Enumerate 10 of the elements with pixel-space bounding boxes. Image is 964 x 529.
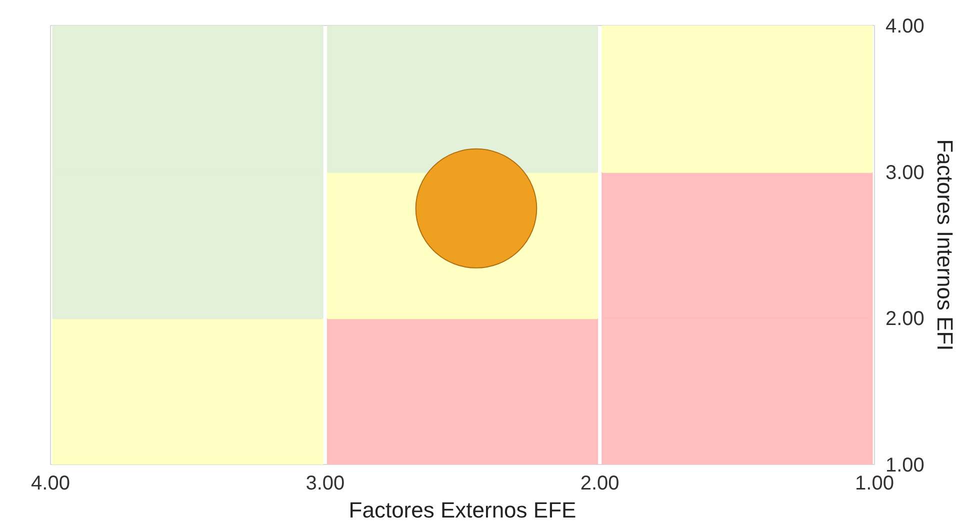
x-tick-label: 4.00 bbox=[31, 472, 70, 494]
y-tick-label: 3.00 bbox=[886, 162, 924, 184]
x-axis-title: Factores Externos EFE bbox=[348, 498, 576, 522]
bar bbox=[326, 26, 598, 173]
y-tick-label: 2.00 bbox=[886, 308, 924, 330]
bar bbox=[326, 317, 598, 464]
x-tick-label: 3.00 bbox=[306, 472, 345, 494]
x-tick-label: 2.00 bbox=[580, 472, 620, 494]
y-tick-label: 4.00 bbox=[886, 16, 924, 38]
y-axis-title: Factores Internos EFI bbox=[932, 139, 958, 351]
